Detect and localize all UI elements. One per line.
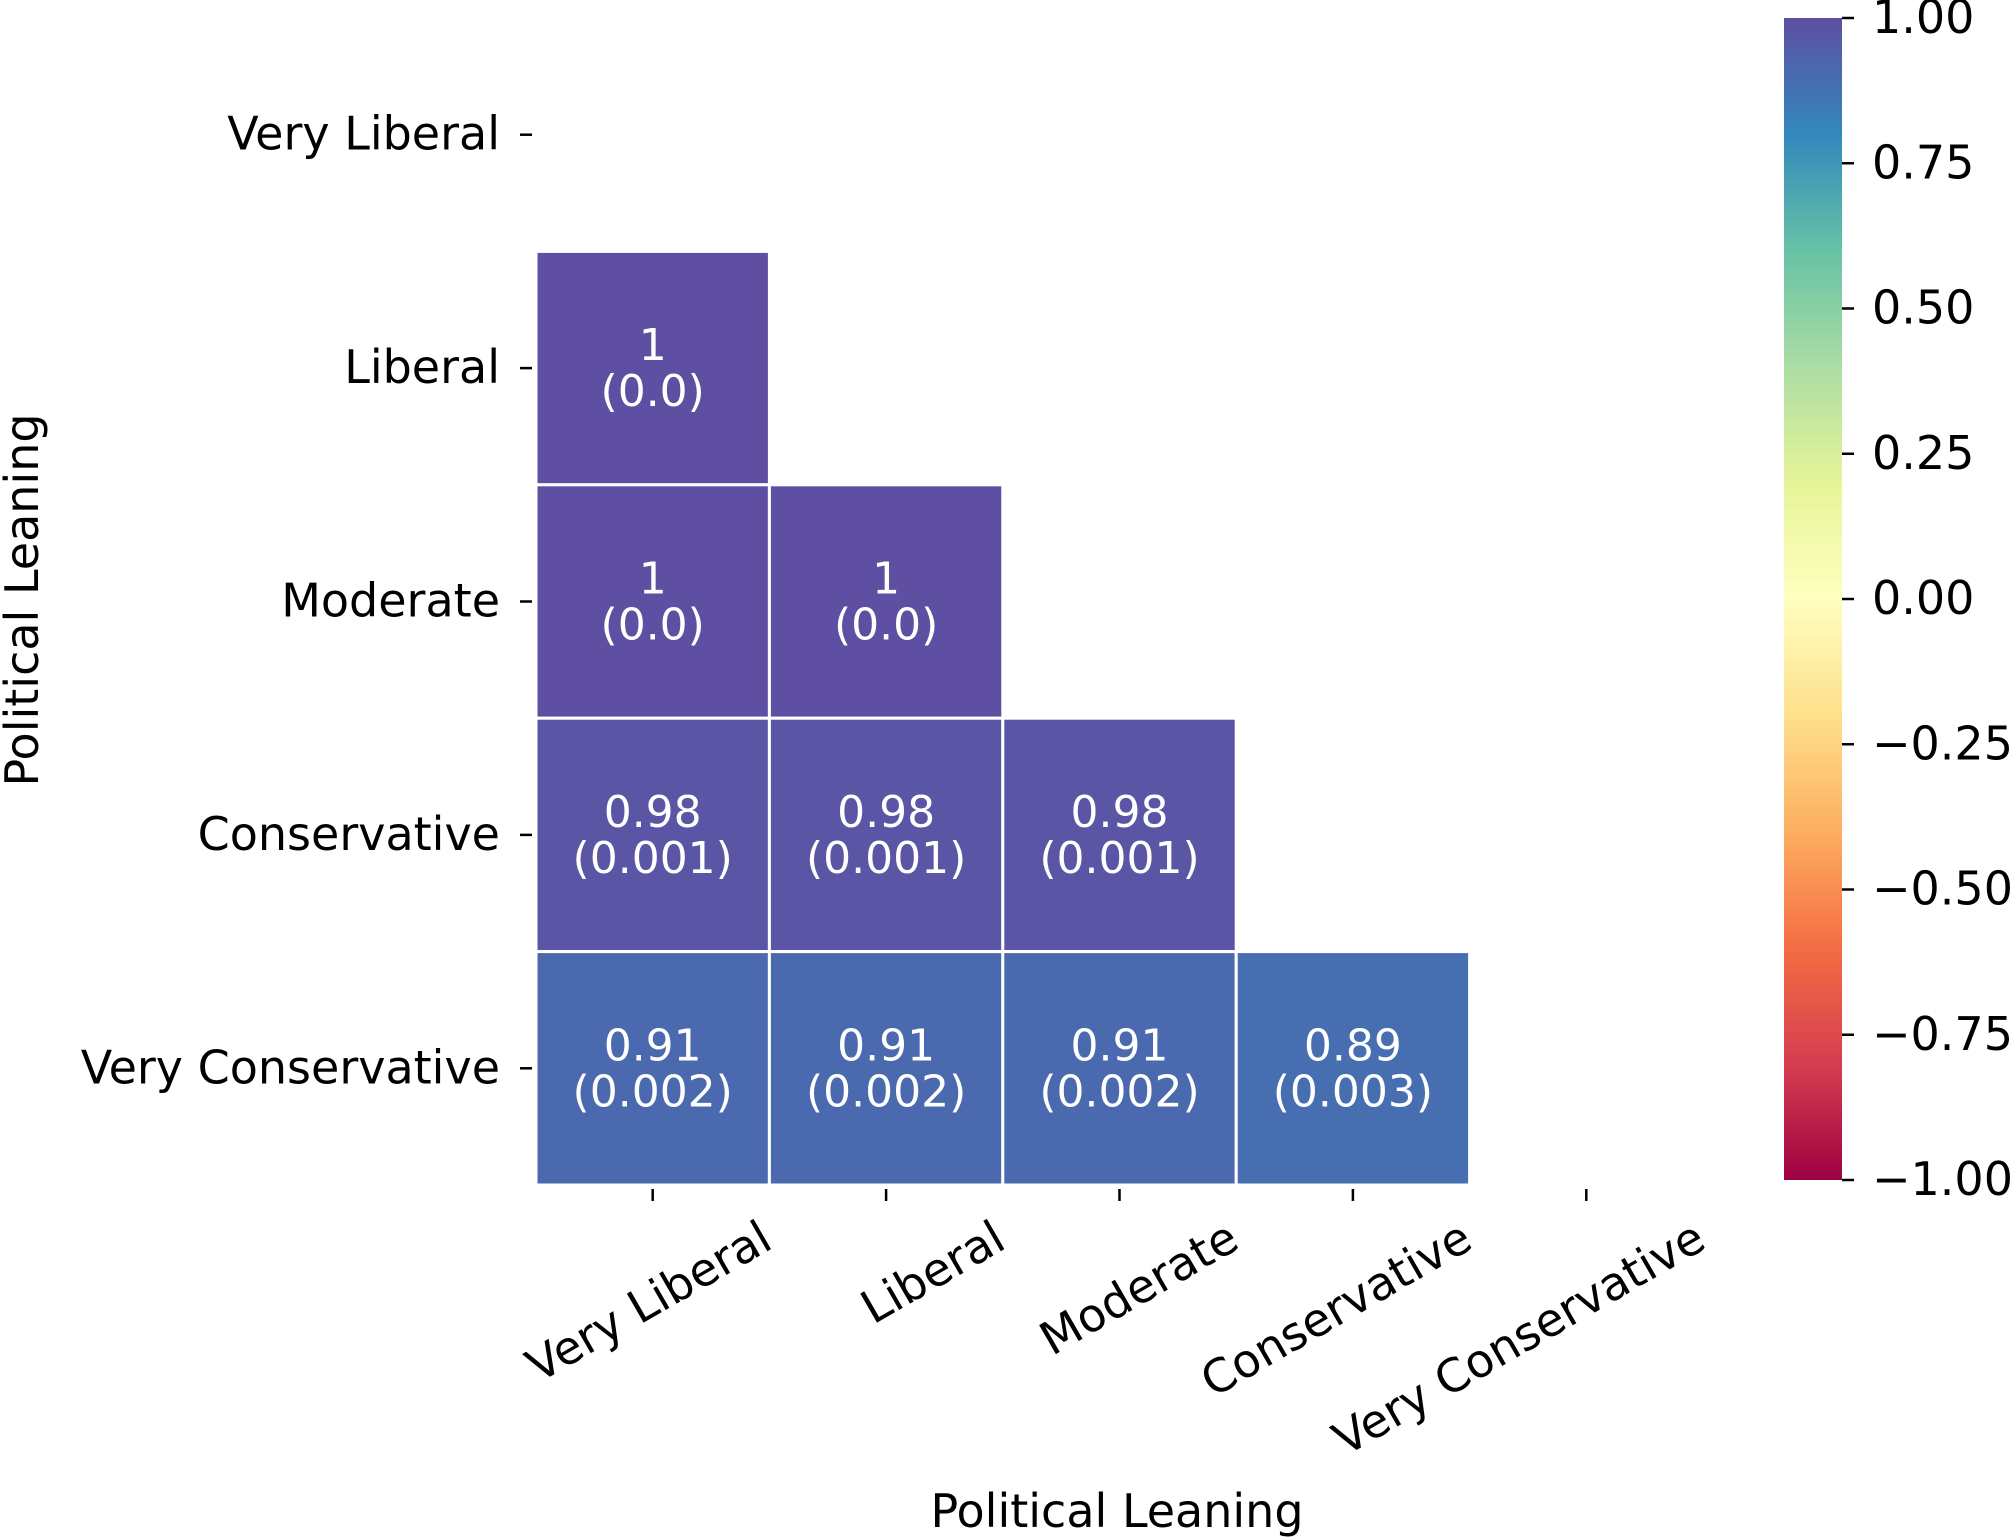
heatmap-cell-rect: [534, 950, 771, 1187]
heatmap-cell: 0.98(0.001): [534, 716, 771, 954]
colorbar-tick-label: 0.50: [1872, 281, 1974, 335]
x-tick-label-moderate: Moderate: [1031, 1210, 1247, 1366]
colorbar-tick-label: −0.50: [1872, 862, 2013, 916]
y-tick-label-conservative: Conservative: [198, 807, 500, 861]
cell-value-label: 0.91: [837, 1020, 935, 1071]
heatmap-cell: 0.98(0.001): [767, 716, 1005, 954]
cell-value-label: 0.91: [604, 1020, 702, 1071]
cell-p-label: (0.002): [573, 1066, 733, 1117]
cell-p-label: (0.0): [834, 600, 938, 651]
heatmap-cell: 0.98(0.001): [1001, 716, 1238, 954]
heatmap-cell-rect: [767, 716, 1005, 954]
y-tick-label-very-liberal: Very Liberal: [227, 107, 500, 161]
heatmap-cell-rect: [534, 249, 771, 487]
heatmap-cell: 1(0.0): [534, 249, 771, 487]
y-axis-label: Political Leaning: [0, 413, 49, 786]
y-axis: Very Liberal Liberal Moderate Conservative V…: [81, 107, 532, 1094]
colorbar-tick-label: −1.00: [1872, 1152, 2013, 1206]
colorbar-tick-label: 1.00: [1872, 0, 1974, 44]
x-tick-label-liberal: Liberal: [852, 1210, 1014, 1335]
heatmap-cell: 0.91(0.002): [1001, 950, 1238, 1187]
heatmap-cell-rect: [534, 716, 771, 954]
cell-value-label: 0.89: [1304, 1020, 1402, 1071]
cell-p-label: (0.003): [1273, 1066, 1433, 1117]
cell-p-label: (0.0): [601, 600, 705, 651]
x-tick-label-very-liberal: Very Liberal: [517, 1210, 780, 1393]
cell-p-label: (0.002): [1039, 1066, 1199, 1117]
cell-value-label: 1: [639, 320, 667, 371]
cell-p-label: (0.002): [806, 1066, 966, 1117]
cell-value-label: 0.91: [1071, 1020, 1169, 1071]
heatmap-cell: 0.89(0.003): [1234, 950, 1472, 1187]
heatmap-cell-rect: [1001, 950, 1238, 1187]
cell-value-label: 1: [639, 554, 667, 605]
heatmap-cell-rect: [1234, 950, 1472, 1187]
colorbar-tick-label: 0.25: [1872, 426, 1974, 480]
heatmap-cell-rect: [767, 950, 1005, 1187]
colorbar: 1.00 0.75 0.50 0.25 0.00 −0.25 −0.50 −0.75 −1.00: [1784, 0, 2013, 1206]
heatmap-cell: 1(0.0): [767, 483, 1005, 720]
cell-p-label: (0.001): [573, 833, 733, 884]
y-tick-label-liberal: Liberal: [344, 340, 500, 394]
cell-p-label: (0.001): [1039, 833, 1199, 884]
heatmap-cell: 1(0.0): [534, 483, 771, 720]
x-axis-label: Political Leaning: [930, 1484, 1303, 1538]
colorbar-tick-label: −0.25: [1872, 716, 2013, 770]
x-axis: Very Liberal Liberal ModerateConservativeV…: [517, 1189, 1714, 1466]
colorbar-gradient: [1784, 18, 1842, 1180]
cell-p-label: (0.001): [806, 833, 966, 884]
colorbar-tick-label: 0.75: [1872, 135, 1974, 189]
heatmap-cell-rect: [534, 483, 771, 720]
cell-value-label: 1: [872, 554, 900, 605]
colorbar-tick-label: 0.00: [1872, 571, 1974, 625]
heatmap-cell-rect: [1001, 716, 1238, 954]
heatmap-cell: 0.91(0.002): [767, 950, 1005, 1187]
colorbar-tick-label: −0.75: [1872, 1007, 2013, 1061]
heatmap-cells: 1(0.0)1(0.0)1(0.0)0.98(0.001)0.98(0.001)…: [534, 249, 1472, 1187]
cell-value-label: 0.98: [837, 787, 935, 838]
cell-p-label: (0.0): [601, 366, 705, 417]
x-tick-label-very-conservative: Very Conservative: [1324, 1210, 1714, 1466]
cell-value-label: 0.98: [1071, 787, 1169, 838]
y-tick-label-very-conservative: Very Conservative: [81, 1040, 500, 1094]
heatmap-cell-rect: [767, 483, 1005, 720]
y-tick-label-moderate: Moderate: [281, 574, 500, 628]
heatmap-cell: 0.91(0.002): [534, 950, 771, 1187]
cell-value-label: 0.98: [604, 787, 702, 838]
